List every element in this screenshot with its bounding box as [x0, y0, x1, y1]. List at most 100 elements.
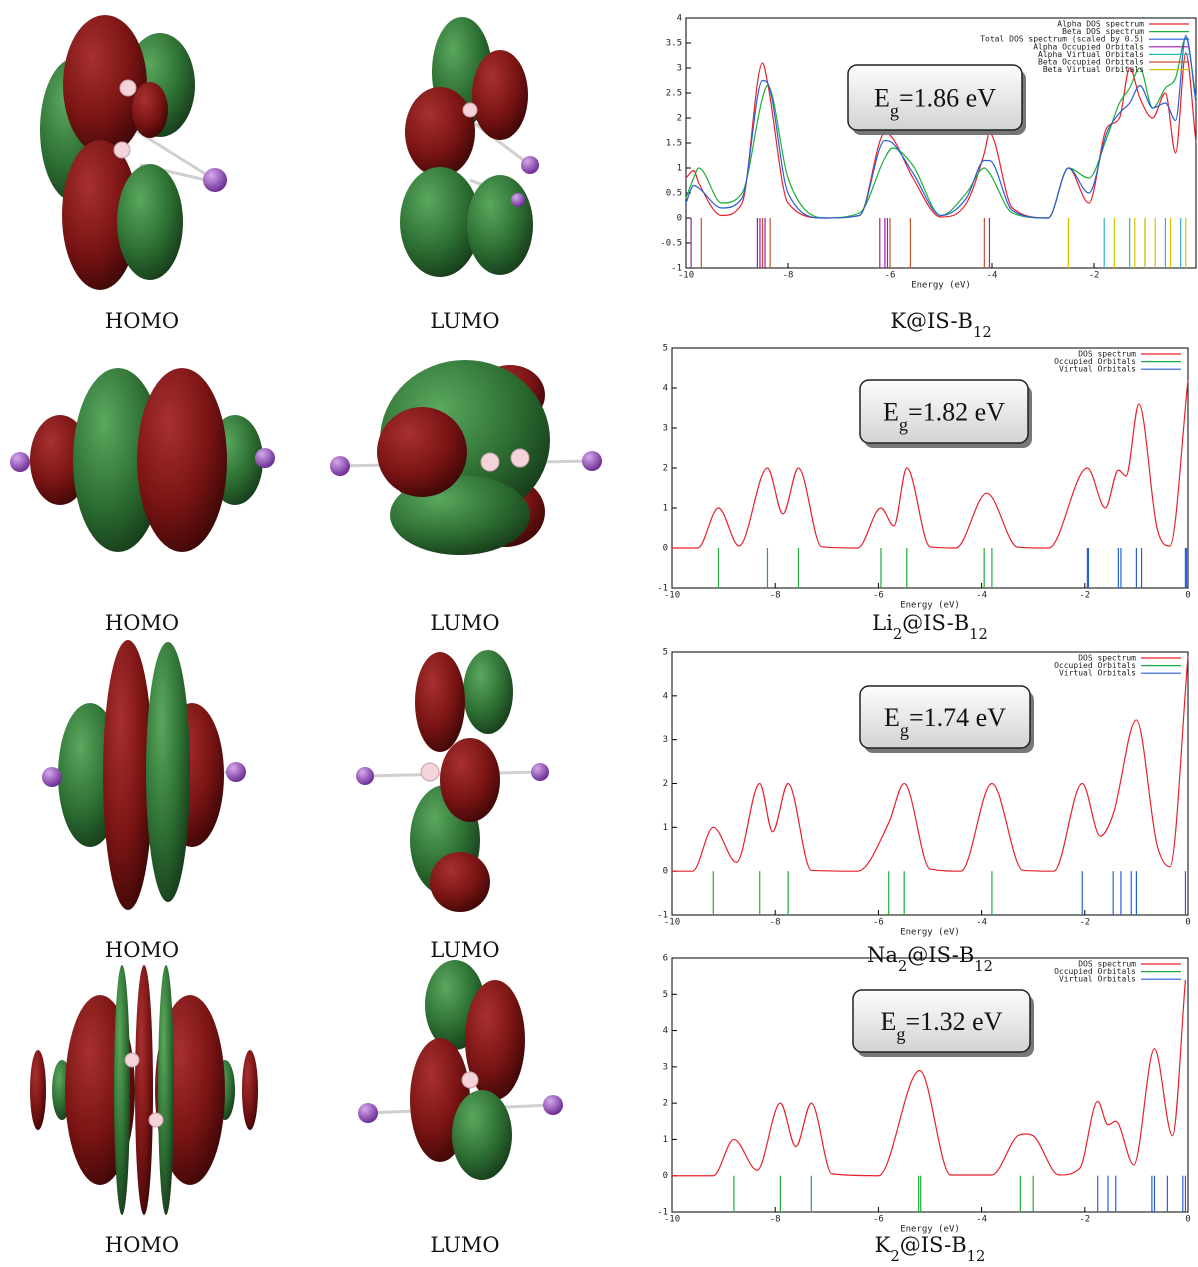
x-axis-label: Energy (eV) [900, 928, 960, 938]
text-part: 12 [967, 1248, 986, 1265]
x-tick-label: -2 [1089, 271, 1100, 281]
y-tick-label: 4 [663, 691, 668, 701]
x-tick-label: -4 [976, 918, 987, 928]
text-part: @IS-B [900, 1233, 967, 1257]
orbital-image [10, 368, 275, 552]
x-tick-label: -10 [664, 591, 680, 601]
x-tick-label: -8 [783, 271, 794, 281]
orbital-label: LUMO [430, 1233, 499, 1257]
x-axis-label: Energy (eV) [911, 281, 971, 291]
text-part: g [899, 415, 908, 435]
y-tick-label: 0 [663, 1171, 668, 1181]
orbital-label: HOMO [105, 309, 179, 333]
orbital-label: HOMO [105, 611, 179, 635]
x-tick-label: -2 [1079, 1215, 1090, 1225]
y-tick-label: 5 [663, 648, 668, 658]
x-tick-label: -8 [770, 591, 781, 601]
x-axis-label: Energy (eV) [900, 601, 960, 611]
x-tick-label: 0 [1185, 591, 1190, 601]
orbital-label: LUMO [430, 611, 499, 635]
x-tick-label: -4 [976, 591, 987, 601]
chart-caption: K2@IS-B12 [875, 1233, 986, 1265]
orbital-label: HOMO [105, 938, 179, 962]
orbital-image [330, 360, 602, 555]
orbital-image [358, 960, 563, 1180]
y-tick-label: 3.5 [666, 39, 682, 49]
legend-label: Virtual Orbitals [1059, 669, 1136, 678]
chart-caption: Na2@IS-B12 [867, 943, 993, 975]
orbital-label: LUMO [430, 309, 499, 333]
y-tick-label: 2.5 [666, 89, 682, 99]
y-tick-label: 0.5 [666, 189, 682, 199]
x-tick-label: -6 [873, 918, 884, 928]
text-part: =1.82 eV [908, 398, 1005, 427]
text-part: @IS-B [902, 611, 969, 635]
orbital-image [40, 15, 227, 290]
x-tick-label: -4 [987, 271, 998, 281]
text-part: @IS-B [907, 943, 974, 967]
text-part: E [884, 703, 900, 732]
orbital-image [42, 640, 246, 910]
text-part: 2 [890, 1248, 899, 1265]
text-part: =1.74 eV [909, 703, 1006, 732]
x-tick-label: -6 [873, 591, 884, 601]
orbital-label: LUMO [430, 938, 499, 962]
chart-caption: Li2@IS-B12 [872, 611, 988, 643]
x-tick-label: -10 [678, 271, 694, 281]
text-part: K [875, 1233, 891, 1257]
x-tick-label: -8 [770, 918, 781, 928]
y-tick-label: -0.5 [660, 239, 682, 249]
y-tick-label: 0 [677, 214, 682, 224]
text-part: E [874, 84, 890, 113]
x-tick-label: 0 [1185, 918, 1190, 928]
y-tick-label: 4 [663, 384, 668, 394]
orbital-image [400, 17, 539, 277]
y-tick-label: 0 [663, 544, 668, 554]
y-tick-label: 3 [677, 64, 682, 74]
text-part: 2 [893, 626, 902, 643]
text-part: 12 [974, 958, 993, 975]
y-tick-label: 2 [663, 1099, 668, 1109]
chart-caption: K@IS-B12 [890, 309, 991, 341]
y-tick-label: 2 [677, 114, 682, 124]
figure: HOMOLUMOHOMOLUMOHOMOLUMOHOMOLUMO-1-0.500… [0, 0, 1198, 1267]
y-tick-label: 0 [663, 867, 668, 877]
text-part: g [896, 1024, 905, 1044]
y-tick-label: 3 [663, 424, 668, 434]
text-part: =1.86 eV [899, 84, 996, 113]
y-tick-label: 3 [663, 1062, 668, 1072]
orbital-image [356, 650, 549, 912]
x-tick-label: -2 [1079, 591, 1090, 601]
text-part: g [890, 101, 899, 121]
x-tick-label: -10 [664, 1215, 680, 1225]
y-tick-label: 2 [663, 779, 668, 789]
y-tick-label: 5 [663, 344, 668, 354]
text-part: g [900, 720, 909, 740]
y-tick-label: 6 [663, 954, 668, 964]
y-tick-label: 1 [663, 823, 668, 833]
orbital-label: HOMO [105, 1233, 179, 1257]
x-tick-label: -6 [885, 271, 896, 281]
text-part: Li [872, 611, 893, 635]
text-part: 12 [969, 626, 988, 643]
legend-label: Beta Virtual Orbitals [1043, 65, 1144, 74]
y-tick-label: 1 [677, 164, 682, 174]
text-part: 2 [898, 958, 907, 975]
text-part: E [881, 1007, 897, 1036]
legend-label: Virtual Orbitals [1059, 365, 1136, 374]
x-tick-label: -6 [873, 1215, 884, 1225]
text-part: 12 [973, 324, 992, 341]
y-tick-label: 1.5 [666, 139, 682, 149]
text-part: Na [867, 943, 898, 967]
y-tick-label: 1 [663, 504, 668, 514]
x-tick-label: 0 [1185, 1215, 1190, 1225]
y-tick-label: 3 [663, 735, 668, 745]
y-tick-label: 5 [663, 990, 668, 1000]
text-part: K@IS-B [890, 309, 973, 333]
x-tick-label: -10 [664, 918, 680, 928]
page: {"orbital_labels": [["HOMO", "LUMO"], ["… [0, 0, 1198, 1267]
text-part: E [883, 398, 899, 427]
orbital-image [30, 965, 258, 1215]
y-tick-label: 4 [663, 1026, 668, 1036]
legend-label: Virtual Orbitals [1059, 975, 1136, 984]
